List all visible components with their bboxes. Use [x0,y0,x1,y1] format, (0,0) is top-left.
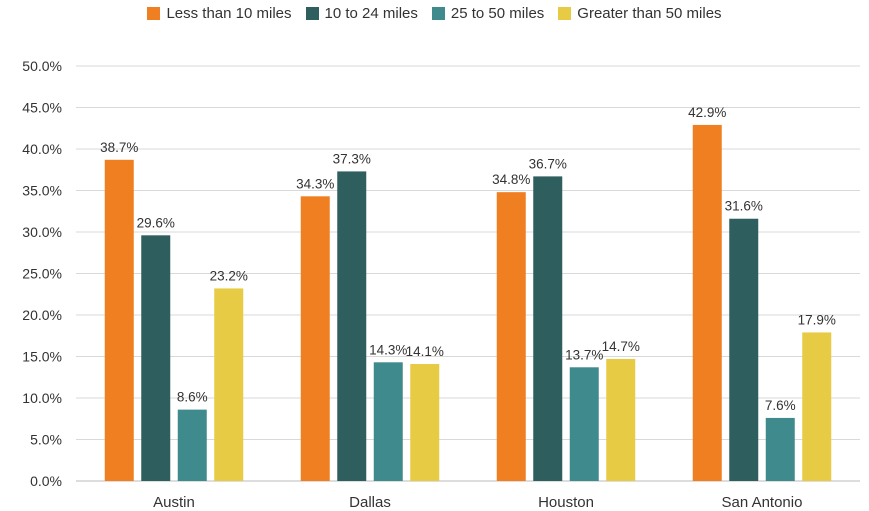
x-tick-label: San Antonio [722,494,803,511]
data-label: 38.7% [100,140,138,155]
bar [373,362,403,481]
data-label: 7.6% [765,398,796,413]
legend-item-25-to-50: 25 to 50 miles [431,5,545,22]
x-tick-label: Dallas [349,494,391,511]
bar [729,218,759,481]
legend-swatch [305,7,319,20]
data-label: 14.1% [406,344,444,359]
data-label: 36.7% [529,156,567,171]
y-tick-label: 20.0% [22,307,62,323]
data-label: 23.2% [210,268,248,283]
legend-label: 10 to 24 miles [324,5,418,22]
bar [410,363,440,481]
y-tick-label: 25.0% [22,266,62,282]
data-label: 31.6% [725,199,763,214]
bar [177,409,207,481]
bar [569,367,599,481]
legend-label: Less than 10 miles [166,5,292,22]
y-tick-label: 10.0% [22,390,62,406]
legend-swatch [558,7,572,20]
data-label: 42.9% [688,105,726,120]
y-tick-label: 5.0% [30,432,62,448]
y-tick-label: 0.0% [30,473,62,489]
data-label: 34.3% [296,176,334,191]
bar [104,159,134,482]
bar [606,358,636,481]
legend-label: Greater than 50 miles [577,5,722,22]
data-label: 14.3% [369,342,407,357]
bar [533,176,563,481]
bar [692,124,722,482]
x-tick-label: Austin [153,494,195,511]
y-tick-label: 30.0% [22,224,62,240]
legend-label: 25 to 50 miles [450,5,545,22]
legend-item-greater-than-50: Greater than 50 miles [558,5,722,22]
y-tick-label: 35.0% [22,183,62,199]
bar [300,196,330,481]
bar [765,417,795,481]
chart-legend: Less than 10 miles 10 to 24 miles 25 to … [0,5,869,22]
data-label: 17.9% [798,312,836,327]
legend-item-less-than-10: Less than 10 miles [147,5,292,22]
bar [337,171,367,481]
data-label: 13.7% [565,347,603,362]
y-tick-label: 15.0% [22,349,62,365]
x-tick-label: Houston [538,494,594,511]
bar [141,235,171,481]
bar [214,288,244,481]
legend-item-10-to-24: 10 to 24 miles [305,5,418,22]
data-label: 29.6% [137,215,175,230]
y-tick-label: 40.0% [22,141,62,157]
bar [496,192,526,481]
data-label: 14.7% [602,339,640,354]
y-tick-label: 45.0% [22,100,62,116]
bar [802,332,832,481]
data-label: 34.8% [492,172,530,187]
legend-swatch [147,7,161,20]
data-label: 8.6% [177,390,208,405]
y-tick-label: 50.0% [22,58,62,74]
data-label: 37.3% [333,151,371,166]
legend-swatch [431,7,445,20]
